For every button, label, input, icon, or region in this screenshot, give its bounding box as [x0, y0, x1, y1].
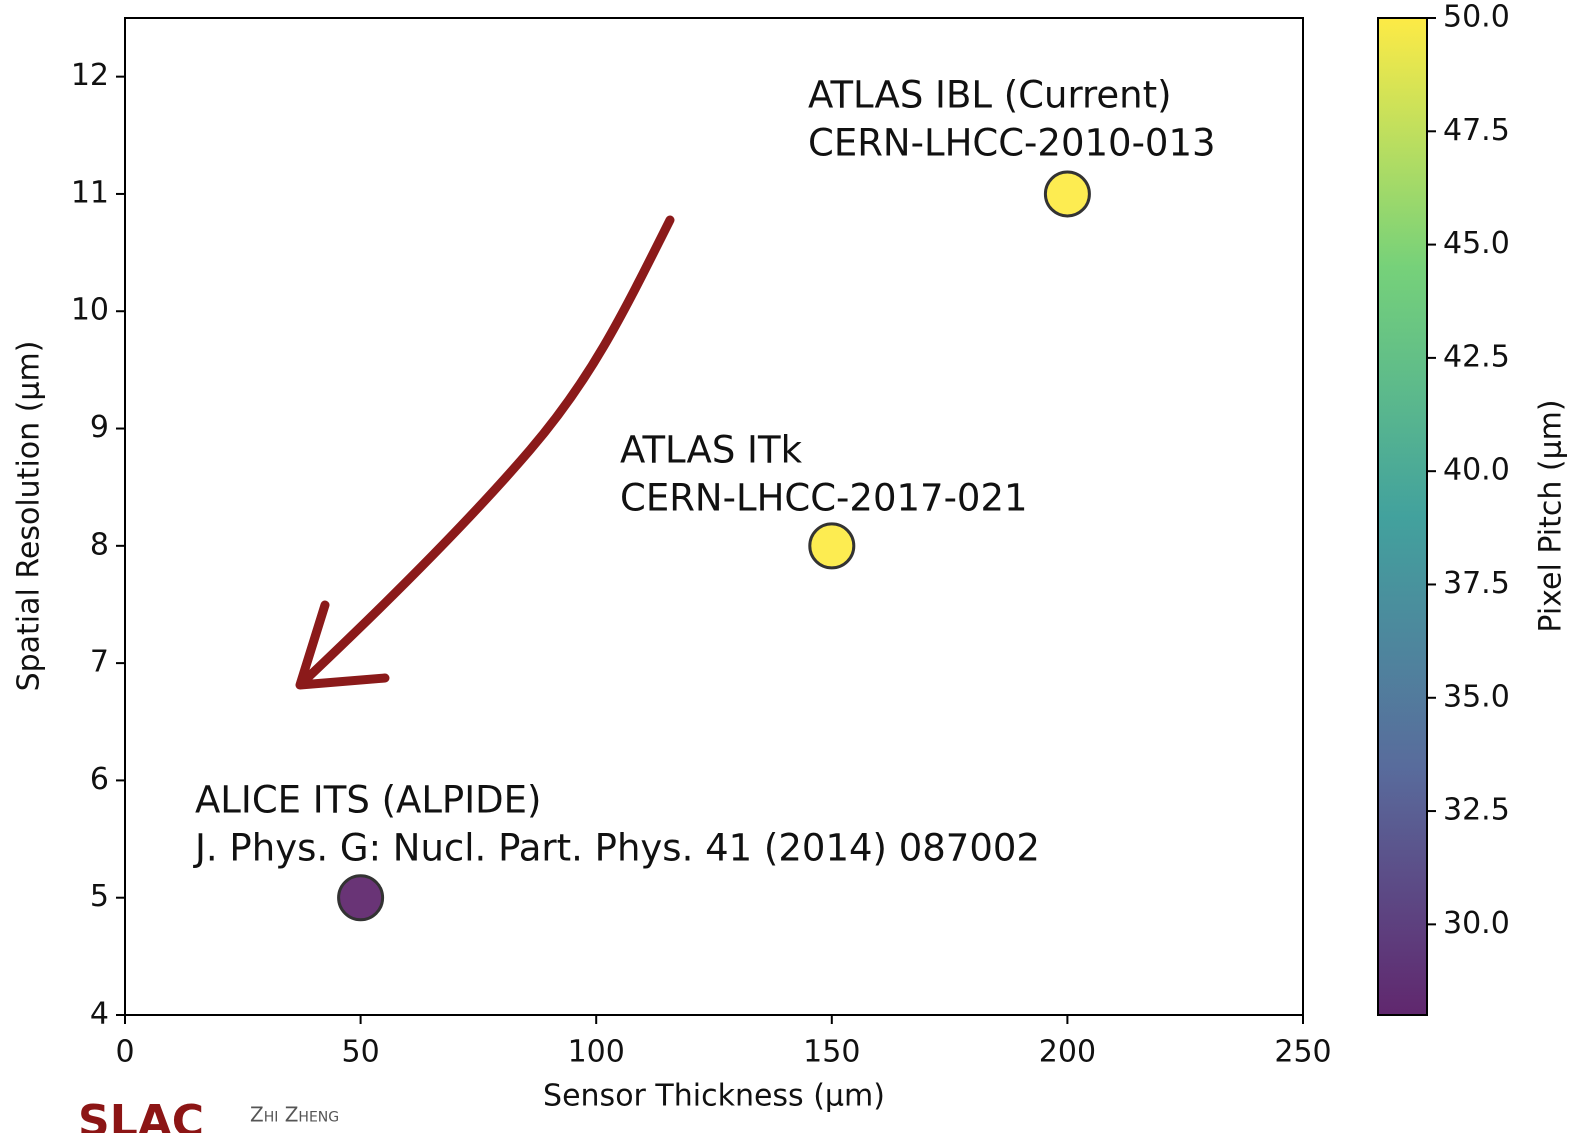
colorbar-tick-label: 42.5 — [1443, 339, 1510, 374]
annotation: CERN-LHCC-2010-013 — [808, 122, 1216, 165]
y-tick-label: 12 — [71, 58, 109, 93]
point — [808, 522, 856, 570]
y-tick-label: 7 — [90, 645, 109, 680]
x-tick-label: 50 — [342, 1035, 380, 1070]
y-tick-label: 11 — [71, 175, 109, 210]
colorbar-label: Pixel Pitch (µm) — [1534, 399, 1569, 632]
x-axis-label: Sensor Thickness (µm) — [543, 1079, 885, 1114]
y-axis-label: Spatial Resolution (µm) — [12, 341, 47, 692]
plot-frame — [124, 17, 1304, 1016]
colorbar-tick-label: 47.5 — [1443, 113, 1510, 148]
colorbar-tick-label: 35.0 — [1443, 679, 1510, 714]
x-tick-label: 150 — [803, 1035, 860, 1070]
point — [337, 874, 385, 922]
colorbar-tick-label: 32.5 — [1443, 793, 1510, 828]
annotation: J. Phys. G: Nucl. Part. Phys. 41 (2014) … — [193, 827, 1040, 870]
y-tick-label: 9 — [90, 410, 109, 445]
colorbar-tick-label: 37.5 — [1443, 566, 1510, 601]
y-tick-label: 8 — [90, 527, 109, 562]
logo: SLAC — [78, 1096, 204, 1133]
colorbar-tick-label: 50.0 — [1443, 0, 1510, 35]
y-tick-label: 5 — [90, 879, 109, 914]
colorbar — [1377, 17, 1428, 1016]
colorbar-tick-label: 40.0 — [1443, 453, 1510, 488]
annotation: ALICE ITS (ALPIDE) — [195, 779, 541, 822]
x-tick-label: 0 — [115, 1035, 134, 1070]
annotation: ATLAS ITk — [620, 429, 803, 472]
x-tick-label: 100 — [568, 1035, 625, 1070]
hand-arrow — [295, 215, 675, 690]
y-tick-label: 10 — [71, 293, 109, 328]
annotation: CERN-LHCC-2017-021 — [620, 477, 1028, 520]
colorbar-tick-label: 30.0 — [1443, 906, 1510, 941]
point — [1043, 170, 1091, 218]
author: Zhi Zheng — [250, 1103, 339, 1127]
y-tick-label: 4 — [90, 997, 109, 1032]
x-tick-label: 250 — [1274, 1035, 1331, 1070]
x-tick-label: 200 — [1039, 1035, 1096, 1070]
annotation: ATLAS IBL (Current) — [808, 74, 1172, 117]
y-tick-label: 6 — [90, 762, 109, 797]
colorbar-tick-label: 45.0 — [1443, 226, 1510, 261]
